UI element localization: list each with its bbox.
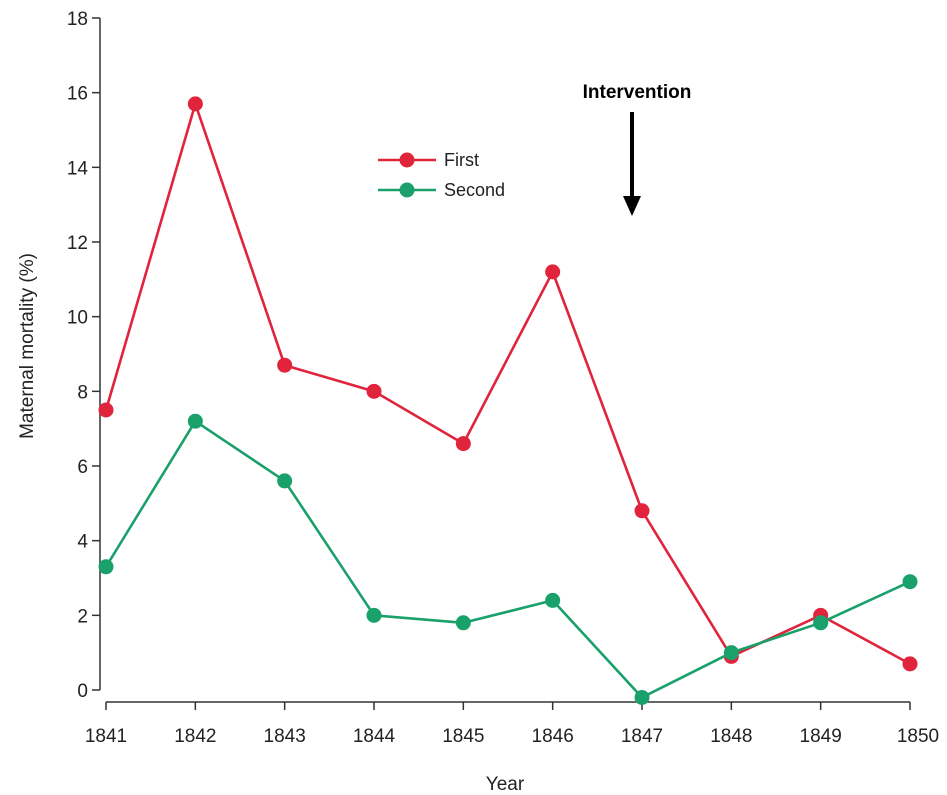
point-first-1845 (455, 436, 471, 452)
point-second-1842 (187, 413, 203, 429)
x-tick-label-1850: 1850 (897, 726, 939, 747)
point-second-1841 (98, 559, 114, 575)
x-tick-label-1846: 1846 (532, 726, 574, 747)
annotation: Intervention (583, 82, 692, 216)
legend-marker-second (399, 182, 415, 198)
point-first-1841 (98, 402, 114, 418)
x-tick-label-1842: 1842 (174, 726, 216, 747)
series-second (98, 413, 918, 705)
x-tick-label-1845: 1845 (442, 726, 484, 747)
legend-label-first: First (444, 150, 479, 170)
x-tick-label-1848: 1848 (710, 726, 752, 747)
y-tick-label-2: 2 (77, 606, 88, 627)
point-second-1847 (634, 689, 650, 705)
series-line-second (104, 419, 911, 699)
point-second-1846 (545, 592, 561, 608)
y-tick-label-4: 4 (77, 532, 88, 553)
ticks: 0 2 4 6 8 10 12 14 16 18 1841 1842 1843 1844 1845 1846 1… (67, 9, 939, 747)
y-tick-label-6: 6 (77, 457, 88, 478)
x-axis-title: Year (486, 774, 525, 795)
y-axis-title: Maternal mortality (%) (17, 253, 38, 439)
legend: First Second (378, 150, 505, 200)
series-first (98, 96, 918, 672)
y-tick-label-0: 0 (77, 681, 88, 702)
point-second-1843 (277, 473, 293, 489)
legend-marker-first (399, 152, 415, 168)
point-first-1850 (902, 656, 918, 672)
y-tick-label-16: 16 (67, 84, 88, 105)
arrow-head (623, 196, 641, 216)
y-tick-label-18: 18 (67, 9, 88, 30)
point-second-1848 (723, 645, 739, 661)
point-second-1845 (455, 615, 471, 631)
x-tick-label-1841: 1841 (85, 726, 127, 747)
x-tick-label-1849: 1849 (800, 726, 842, 747)
point-first-1847 (634, 503, 650, 519)
point-first-1842 (187, 96, 203, 112)
point-first-1844 (366, 383, 382, 399)
arrow-down-icon (623, 112, 641, 216)
x-tick-label-1844: 1844 (353, 726, 396, 747)
y-tick-label-10: 10 (67, 308, 88, 329)
annotation-label: Intervention (583, 82, 692, 103)
point-second-1844 (366, 607, 382, 623)
axes (99, 18, 910, 703)
point-second-1849 (813, 615, 829, 631)
series-line-first (104, 102, 911, 666)
series-layer (98, 96, 918, 705)
y-tick-label-12: 12 (67, 233, 88, 254)
point-first-1843 (277, 357, 293, 373)
y-tick-label-14: 14 (67, 158, 89, 179)
point-first-1846 (545, 264, 561, 280)
point-second-1850 (902, 574, 918, 590)
x-tick-label-1843: 1843 (264, 726, 306, 747)
x-tick-label-1847: 1847 (621, 726, 663, 747)
legend-label-second: Second (444, 180, 505, 200)
y-tick-label-8: 8 (77, 382, 88, 403)
